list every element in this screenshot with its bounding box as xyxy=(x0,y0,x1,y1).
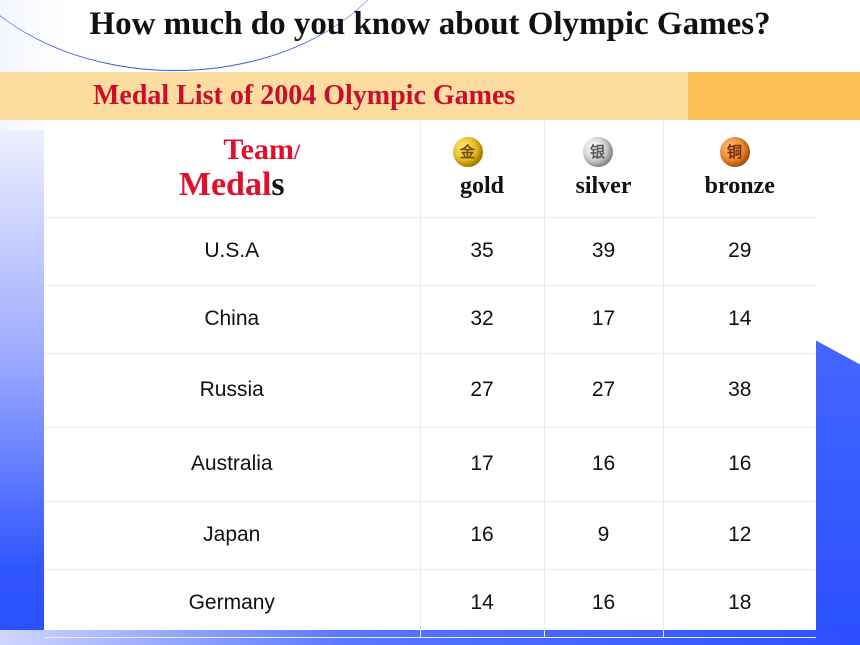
table-row: China 32 17 14 xyxy=(44,285,816,354)
gold-cell: 14 xyxy=(419,569,544,638)
gold-cell: 35 xyxy=(419,217,544,286)
silver-cell: 9 xyxy=(543,501,663,570)
bronze-cell: 18 xyxy=(662,569,816,638)
bronze-cell: 38 xyxy=(662,353,816,428)
team-cell: Japan xyxy=(44,501,420,570)
bronze-cell: 14 xyxy=(662,285,816,354)
gold-cell: 16 xyxy=(419,501,544,570)
decorative-left-bar xyxy=(0,130,44,645)
silver-cell: 16 xyxy=(543,569,663,638)
team-cell: Germany xyxy=(44,569,420,638)
team-medals-header: Team/ Medals xyxy=(44,120,420,218)
team-cell: China xyxy=(44,285,420,354)
team-header-label: Team xyxy=(223,133,294,167)
table-header-row: Team/ Medals 金 gold 银 silver 铜 bron xyxy=(44,120,816,218)
team-cell: U.S.A xyxy=(44,217,420,286)
medal-table-container: Team/ Medals 金 gold 银 silver 铜 bron xyxy=(44,120,816,638)
slide-title: How much do you know about Olympic Games… xyxy=(89,6,771,42)
gold-cell: 32 xyxy=(419,285,544,354)
medal-table: Team/ Medals 金 gold 银 silver 铜 bron xyxy=(44,120,816,638)
silver-label: silver xyxy=(575,172,632,199)
gold-cell: 17 xyxy=(419,427,544,502)
gold-medal-icon: 金 xyxy=(452,136,483,167)
silver-cell: 39 xyxy=(543,217,663,286)
team-cell: Australia xyxy=(44,427,420,502)
bronze-cell: 29 xyxy=(662,217,816,286)
silver-cell: 27 xyxy=(543,353,663,428)
team-cell: Russia xyxy=(44,353,420,428)
silver-cell: 16 xyxy=(543,427,663,502)
decorative-right-bar xyxy=(815,340,860,645)
bronze-medal-icon: 铜 xyxy=(719,136,750,167)
gold-label: gold xyxy=(459,172,504,199)
bronze-column-header: 铜 bronze xyxy=(662,120,816,218)
table-row: U.S.A 35 39 29 xyxy=(44,217,816,286)
table-row: Japan 16 9 12 xyxy=(44,501,816,570)
medal-list-title: Medal List of 2004 Olympic Games xyxy=(93,80,516,111)
bronze-cell: 12 xyxy=(662,501,816,570)
table-row: Russia 27 27 38 xyxy=(44,353,816,428)
gold-column-header: 金 gold xyxy=(419,120,544,218)
medals-header-suffix: s xyxy=(271,166,285,204)
bronze-label: bronze xyxy=(704,172,775,199)
table-row: Germany 14 16 18 xyxy=(44,569,816,638)
medals-header-label: Medal xyxy=(178,166,272,204)
subtitle-band: Medal List of 2004 Olympic Games xyxy=(0,72,860,120)
gold-cell: 27 xyxy=(419,353,544,428)
table-row: Australia 17 16 16 xyxy=(44,427,816,502)
subtitle-band-accent xyxy=(688,72,860,120)
silver-column-header: 银 silver xyxy=(543,120,663,218)
bronze-cell: 16 xyxy=(662,427,816,502)
team-header-slash: / xyxy=(293,139,301,165)
silver-medal-icon: 银 xyxy=(582,136,613,167)
silver-cell: 17 xyxy=(543,285,663,354)
